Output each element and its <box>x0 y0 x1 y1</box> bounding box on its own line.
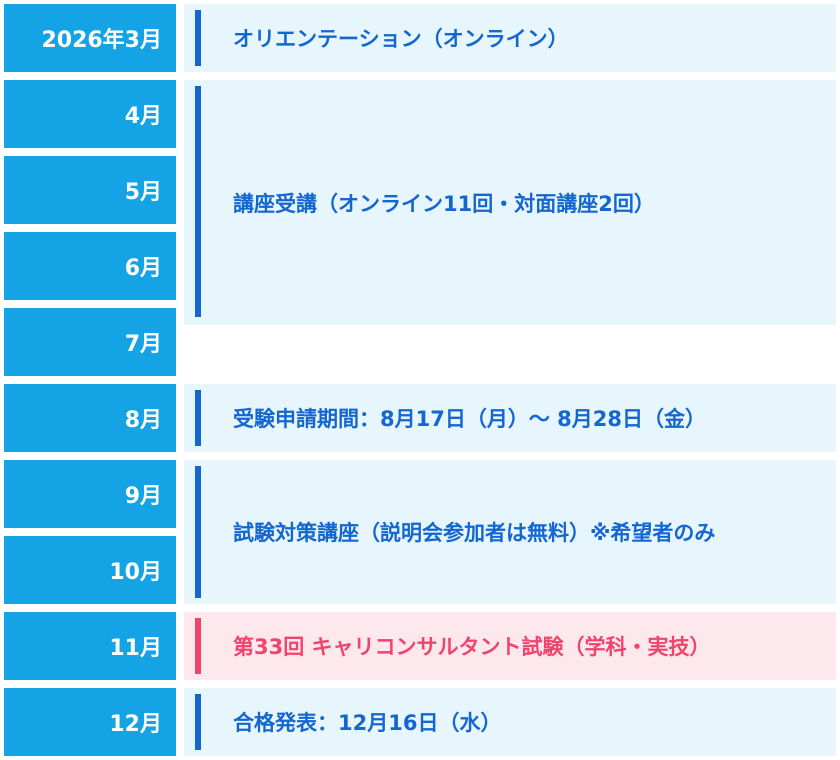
event-text: 合格発表：12月16日（水） <box>233 711 502 735</box>
month-09: 9月 <box>4 460 176 528</box>
event-results-announcement: 合格発表：12月16日（水） <box>184 688 836 756</box>
month-06: 6月 <box>4 232 176 300</box>
month-label: 10月 <box>109 560 162 585</box>
event-text: 講座受講（オンライン11回・対面講座2回） <box>233 192 655 216</box>
month-label: 11月 <box>109 636 162 661</box>
event-text: 試験対策講座（説明会参加者は無料）※希望者のみ <box>233 521 716 545</box>
event-marker <box>195 694 201 750</box>
event-orientation: オリエンテーション（オンライン） <box>184 4 836 72</box>
event-text: オリエンテーション（オンライン） <box>233 27 569 51</box>
event-marker <box>195 10 201 66</box>
month-label: 8月 <box>124 408 162 433</box>
month-12: 12月 <box>4 688 176 756</box>
month-10: 10月 <box>4 536 176 604</box>
event-exam: 第33回 キャリコンサルタント試験（学科・実技） <box>184 612 836 680</box>
event-marker <box>195 390 201 446</box>
month-label: 7月 <box>124 332 162 357</box>
event-application-period: 受験申請期間：8月17日（月）〜 8月28日（金） <box>184 384 836 452</box>
event-course-attendance: 講座受講（オンライン11回・対面講座2回） <box>184 80 836 325</box>
event-exam-prep-course: 試験対策講座（説明会参加者は無料）※希望者のみ <box>184 460 836 604</box>
month-label: 9月 <box>124 484 162 509</box>
month-label: 6月 <box>124 256 162 281</box>
month-11: 11月 <box>4 612 176 680</box>
event-marker <box>195 618 201 674</box>
event-text: 第33回 キャリコンサルタント試験（学科・実技） <box>233 635 711 659</box>
month-05: 5月 <box>4 156 176 224</box>
month-label: 2026年3月 <box>41 28 162 53</box>
event-marker <box>195 466 201 598</box>
month-08: 8月 <box>4 384 176 452</box>
month-label: 4月 <box>124 104 162 129</box>
event-marker <box>195 86 201 317</box>
month-2026-03: 2026年3月 <box>4 4 176 72</box>
month-label: 5月 <box>124 180 162 205</box>
month-label: 12月 <box>109 712 162 737</box>
event-text: 受験申請期間：8月17日（月）〜 8月28日（金） <box>233 407 706 431</box>
month-04: 4月 <box>4 80 176 148</box>
month-07: 7月 <box>4 308 176 376</box>
